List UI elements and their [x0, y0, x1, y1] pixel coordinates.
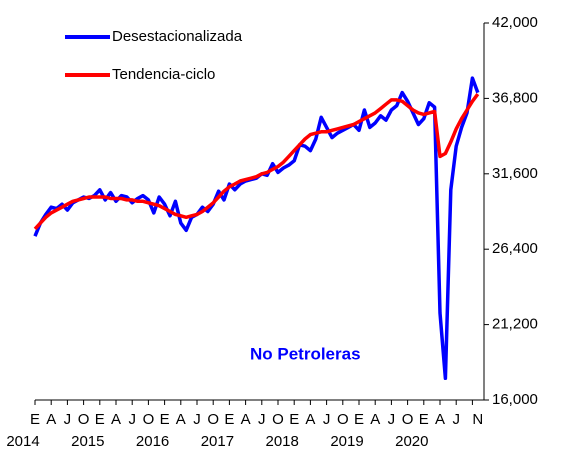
year-label: 2018 [266, 433, 299, 450]
series-line [33, 76, 480, 381]
x-tick-label: J [452, 411, 460, 428]
y-tick-label: 21,200 [492, 316, 538, 333]
year-label: 2017 [201, 433, 234, 450]
legend-label: Desestacionalizada [112, 28, 243, 45]
x-tick-label: O [143, 411, 155, 428]
x-tick-label: A [305, 411, 315, 428]
y-tick-label: 26,400 [492, 240, 538, 257]
x-tick-label: A [370, 411, 380, 428]
y-tick-label: 42,000 [492, 14, 538, 31]
x-tick-label: A [241, 411, 251, 428]
x-tick-label: J [388, 411, 396, 428]
x-tick-label: E [95, 411, 105, 428]
x-tick-label: A [435, 411, 445, 428]
x-tick-label: E [30, 411, 40, 428]
annotation: No Petroleras [250, 344, 361, 363]
x-tick-label: E [289, 411, 299, 428]
x-tick-label: N [472, 411, 483, 428]
year-label: 2014 [6, 433, 39, 450]
y-tick-label: 31,600 [492, 165, 538, 182]
y-tick-label: 36,800 [492, 89, 538, 106]
x-tick-label: J [128, 411, 136, 428]
legend-label: Tendencia-ciclo [112, 66, 215, 83]
x-tick-label: E [160, 411, 170, 428]
year-label: 2015 [71, 433, 104, 450]
x-tick-label: O [207, 411, 219, 428]
x-tick-label: J [323, 411, 331, 428]
x-tick-label: E [419, 411, 429, 428]
y-tick-label: 16,000 [492, 391, 538, 408]
x-tick-label: J [64, 411, 72, 428]
x-tick-label: A [176, 411, 186, 428]
year-label: 2019 [330, 433, 363, 450]
year-label: 2016 [136, 433, 169, 450]
x-tick-label: J [258, 411, 266, 428]
x-tick-label: A [111, 411, 121, 428]
x-tick-label: J [193, 411, 201, 428]
x-tick-label: A [46, 411, 56, 428]
series-line [33, 93, 480, 231]
year-label: 2020 [395, 433, 428, 450]
x-tick-label: O [272, 411, 284, 428]
x-tick-label: O [78, 411, 90, 428]
x-tick-label: E [354, 411, 364, 428]
x-tick-label: O [402, 411, 414, 428]
x-tick-label: E [224, 411, 234, 428]
x-tick-label: O [337, 411, 349, 428]
